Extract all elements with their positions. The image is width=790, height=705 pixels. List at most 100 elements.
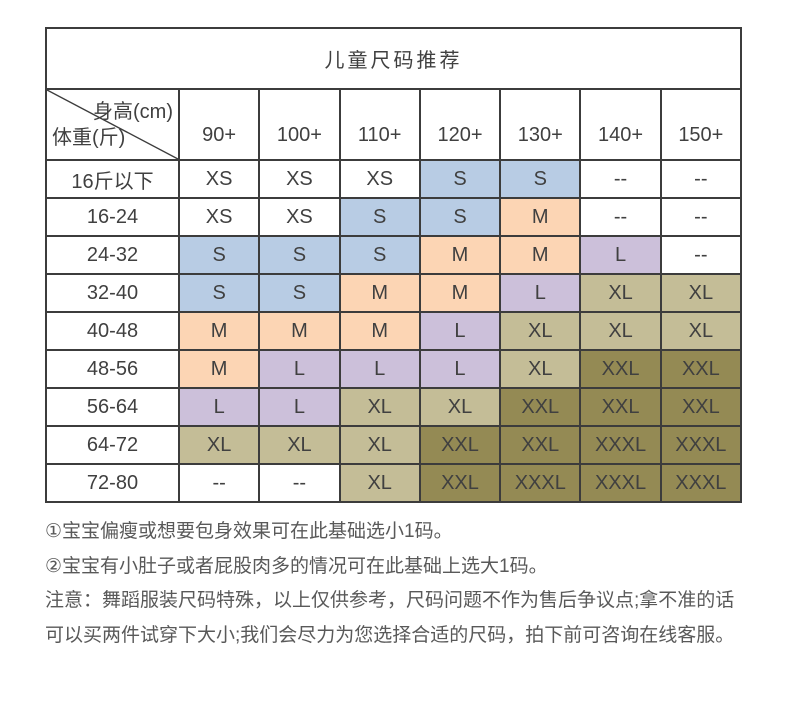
- size-cell: XL: [338, 387, 421, 427]
- size-cell: XXXL: [499, 463, 582, 503]
- size-cell: L: [258, 349, 341, 389]
- size-cell: M: [258, 311, 341, 351]
- size-cell: L: [418, 349, 502, 389]
- size-cell: L: [338, 349, 421, 389]
- note-warning-line1: 注意：舞蹈服装尺码特殊，以上仅供参考，尺码问题不作为售后争议点;拿不准的话: [45, 590, 735, 611]
- row-header-weight: 72-80: [45, 463, 180, 503]
- weight-axis-label: 体重(斤): [52, 127, 126, 149]
- size-cell: XL: [177, 425, 261, 465]
- size-cell: M: [338, 273, 421, 313]
- table-row: 16斤以下 XS XS XS S S -- --: [45, 159, 743, 199]
- size-cell: L: [418, 311, 502, 351]
- column-header: 120+: [418, 88, 502, 161]
- size-cell: XL: [258, 425, 341, 465]
- size-chart: 儿童尺码推荐 身高(cm) 体重(斤) 90+ 100+ 110+ 120+ 1…: [45, 27, 743, 653]
- page-title: 儿童尺码推荐: [45, 27, 742, 90]
- table-row: 40-48 M M M L XL XL XL: [45, 311, 743, 351]
- size-cell: XXL: [659, 387, 743, 427]
- row-header-weight: 64-72: [45, 425, 180, 465]
- corner-cell: 身高(cm) 体重(斤): [45, 88, 180, 161]
- row-header-weight: 56-64: [45, 387, 180, 427]
- row-header-weight: 16-24: [45, 197, 180, 237]
- size-cell: L: [258, 387, 341, 427]
- size-cell: L: [499, 273, 582, 313]
- column-header: 130+: [499, 88, 582, 161]
- column-header: 150+: [659, 88, 743, 161]
- size-cell: --: [659, 235, 743, 275]
- size-table-body: 16斤以下 XS XS XS S S -- -- 16-24 XS XS S S M -- -- 24-32 S S…: [45, 159, 743, 503]
- size-cell: --: [579, 159, 662, 199]
- size-cell: M: [338, 311, 421, 351]
- size-cell: XXXL: [579, 463, 662, 503]
- size-cell: M: [418, 273, 502, 313]
- size-cell: XL: [499, 349, 582, 389]
- size-cell: L: [177, 387, 261, 427]
- size-cell: --: [659, 197, 743, 237]
- note-slim: ①宝宝偏瘦或想要包身效果可在此基础选小1码。: [45, 521, 453, 542]
- size-cell: XL: [338, 463, 421, 503]
- size-cell: XS: [177, 197, 261, 237]
- size-cell: XS: [258, 197, 341, 237]
- size-cell: XL: [579, 273, 662, 313]
- height-axis-label: 身高(cm): [93, 101, 173, 123]
- size-cell: --: [659, 159, 743, 199]
- size-cell: M: [418, 235, 502, 275]
- size-cell: L: [579, 235, 662, 275]
- row-header-weight: 16斤以下: [45, 159, 180, 199]
- title-row: 儿童尺码推荐: [45, 27, 742, 90]
- size-cell: S: [177, 235, 261, 275]
- size-cell: XL: [418, 387, 502, 427]
- table-row: 48-56 M L L L XL XXL XXL: [45, 349, 743, 389]
- size-cell: XS: [338, 159, 421, 199]
- size-cell: XXL: [579, 387, 662, 427]
- column-header: 140+: [579, 88, 662, 161]
- note-warning-line2: 可以买两件试穿下大小;我们会尽力为您选择合适的尺码，拍下前可咨询在线客服。: [45, 624, 735, 646]
- size-cell: S: [177, 273, 261, 313]
- size-cell: XXL: [499, 387, 582, 427]
- size-cell: XXL: [659, 349, 743, 389]
- table-row: 72-80 -- -- XL XXL XXXL XXXL XXXL: [45, 463, 743, 503]
- column-header: 90+: [177, 88, 261, 161]
- size-cell: S: [258, 235, 341, 275]
- size-cell: M: [499, 197, 582, 237]
- column-header: 100+: [258, 88, 341, 161]
- size-cell: S: [499, 159, 582, 199]
- size-cell: S: [258, 273, 341, 313]
- column-header: 110+: [338, 88, 421, 161]
- size-cell: XXXL: [659, 425, 743, 465]
- column-header-row: 身高(cm) 体重(斤) 90+ 100+ 110+ 120+ 130+ 140…: [45, 88, 743, 161]
- size-cell: M: [177, 349, 261, 389]
- table-row: 64-72 XL XL XL XXL XXL XXXL XXXL: [45, 425, 743, 465]
- row-header-weight: 32-40: [45, 273, 180, 313]
- size-cell: XXL: [499, 425, 582, 465]
- size-cell: S: [418, 197, 502, 237]
- diagonal-line-icon: [47, 90, 178, 159]
- row-header-weight: 48-56: [45, 349, 180, 389]
- size-cell: XL: [579, 311, 662, 351]
- size-cell: XXL: [418, 463, 502, 503]
- size-cell: XL: [659, 273, 743, 313]
- size-cell: S: [338, 197, 421, 237]
- row-header-weight: 24-32: [45, 235, 180, 275]
- notes: ①宝宝偏瘦或想要包身效果可在此基础选小1码。 ②宝宝有小肚子或者屁股肉多的情况可…: [45, 515, 742, 653]
- size-cell: M: [499, 235, 582, 275]
- size-cell: S: [338, 235, 421, 275]
- size-cell: M: [177, 311, 261, 351]
- size-cell: --: [579, 197, 662, 237]
- size-cell: XS: [177, 159, 261, 199]
- size-table: 儿童尺码推荐 身高(cm) 体重(斤) 90+ 100+ 110+ 120+ 1…: [45, 27, 743, 503]
- size-cell: XL: [659, 311, 743, 351]
- size-cell: XXXL: [579, 425, 662, 465]
- size-cell: XXXL: [659, 463, 743, 503]
- size-cell: XL: [338, 425, 421, 465]
- table-row: 32-40 S S M M L XL XL: [45, 273, 743, 313]
- size-cell: --: [177, 463, 261, 503]
- row-header-weight: 40-48: [45, 311, 180, 351]
- size-cell: S: [418, 159, 502, 199]
- size-cell: XL: [499, 311, 582, 351]
- size-cell: XXL: [418, 425, 502, 465]
- table-row: 24-32 S S S M M L --: [45, 235, 743, 275]
- size-cell: --: [258, 463, 341, 503]
- table-row: 56-64 L L XL XL XXL XXL XXL: [45, 387, 743, 427]
